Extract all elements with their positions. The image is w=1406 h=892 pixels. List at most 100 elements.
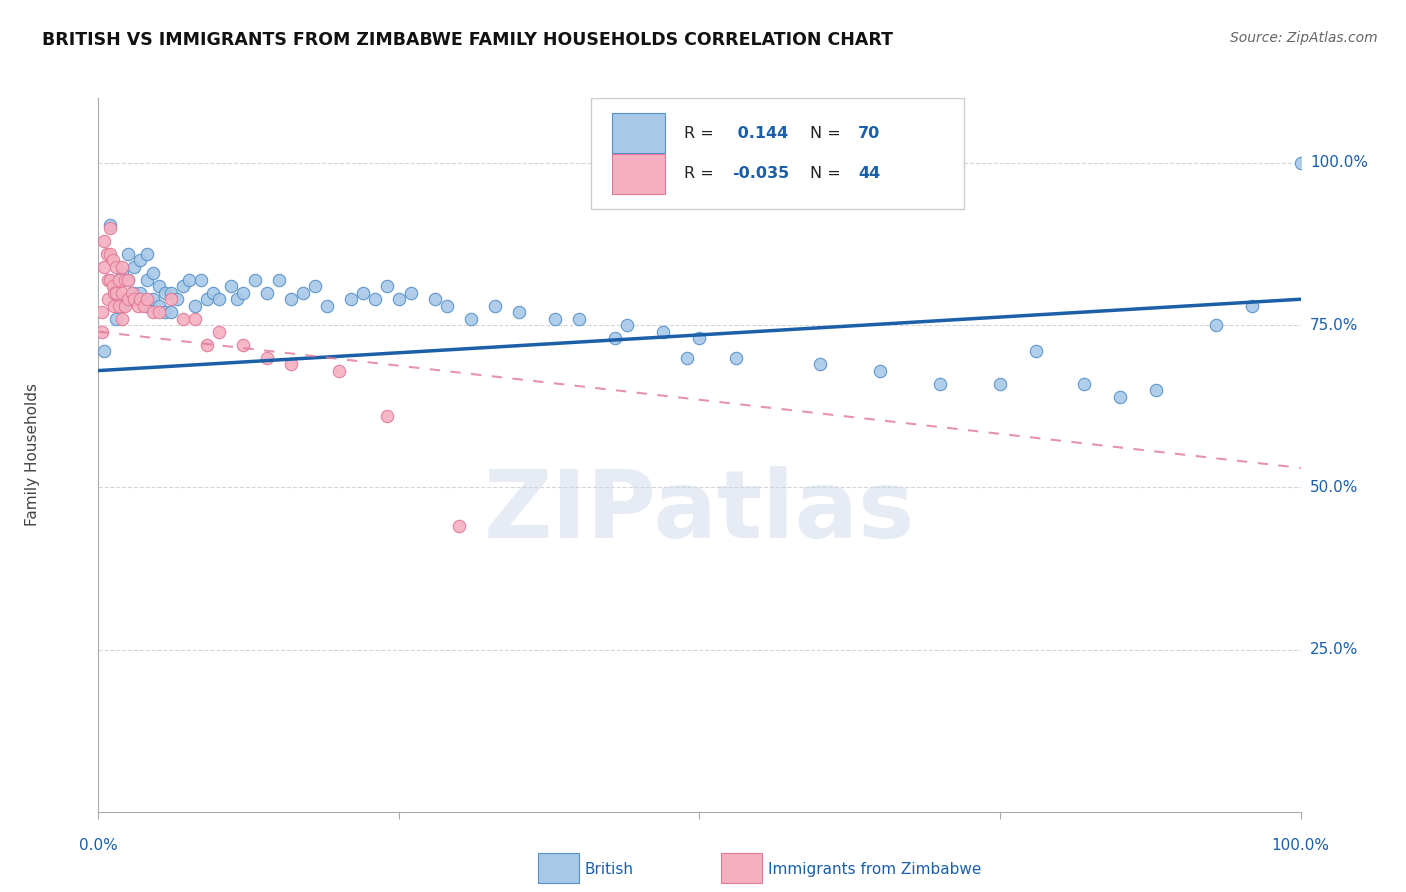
Point xyxy=(135,292,157,306)
Text: BRITISH VS IMMIGRANTS FROM ZIMBABWE FAMILY HOUSEHOLDS CORRELATION CHART: BRITISH VS IMMIGRANTS FROM ZIMBABWE FAMI… xyxy=(42,31,893,49)
Point xyxy=(108,273,131,287)
Point xyxy=(101,253,124,268)
Point xyxy=(1109,390,1132,404)
Point xyxy=(508,305,530,319)
Point xyxy=(340,292,363,306)
Point xyxy=(105,311,128,326)
Point xyxy=(111,285,134,300)
Point xyxy=(460,311,482,326)
Point xyxy=(100,247,122,261)
Text: 100.0%: 100.0% xyxy=(1271,838,1330,853)
Point xyxy=(172,311,194,326)
Point xyxy=(1289,156,1312,170)
Point xyxy=(315,299,337,313)
Point xyxy=(96,247,118,261)
Point xyxy=(375,279,398,293)
Point xyxy=(988,376,1011,391)
Point xyxy=(93,234,115,248)
Point xyxy=(132,299,155,313)
Point xyxy=(135,273,157,287)
Point xyxy=(103,285,125,300)
Point xyxy=(688,331,710,345)
Point xyxy=(100,220,122,235)
FancyBboxPatch shape xyxy=(612,113,665,153)
Point xyxy=(225,292,247,306)
Text: ZIPatlas: ZIPatlas xyxy=(484,466,915,558)
Point xyxy=(141,292,163,306)
Point xyxy=(724,351,747,365)
Point xyxy=(243,273,266,287)
Point xyxy=(103,299,125,313)
Point xyxy=(159,305,181,319)
Point xyxy=(91,325,114,339)
Point xyxy=(105,260,128,274)
Point xyxy=(124,260,146,274)
Text: R =: R = xyxy=(683,166,718,181)
Point xyxy=(183,311,205,326)
Point xyxy=(423,292,446,306)
Point xyxy=(135,247,157,261)
Point xyxy=(1241,299,1264,313)
Point xyxy=(108,299,131,313)
Point xyxy=(135,299,157,313)
Point xyxy=(148,299,170,313)
Point xyxy=(291,285,314,300)
Text: British: British xyxy=(585,863,634,877)
Text: 44: 44 xyxy=(858,166,880,181)
Point xyxy=(111,311,134,326)
Point xyxy=(616,318,638,333)
Point xyxy=(676,351,699,365)
Point xyxy=(436,299,458,313)
Text: N =: N = xyxy=(810,126,846,141)
Point xyxy=(114,273,136,287)
Text: 100.0%: 100.0% xyxy=(1310,155,1368,170)
Text: 0.144: 0.144 xyxy=(733,126,789,141)
Point xyxy=(153,285,176,300)
Point xyxy=(97,273,120,287)
Point xyxy=(177,273,200,287)
Text: 70: 70 xyxy=(858,126,880,141)
FancyBboxPatch shape xyxy=(612,153,665,194)
Point xyxy=(208,325,231,339)
Text: Family Households: Family Households xyxy=(25,384,39,526)
Point xyxy=(352,285,374,300)
Point xyxy=(652,325,675,339)
Point xyxy=(1073,376,1095,391)
Point xyxy=(1144,383,1167,397)
Text: N =: N = xyxy=(810,166,846,181)
Point xyxy=(148,279,170,293)
Point xyxy=(447,519,470,533)
Text: 75.0%: 75.0% xyxy=(1310,318,1358,333)
Point xyxy=(388,292,411,306)
Point xyxy=(129,253,152,268)
Point xyxy=(1205,318,1227,333)
Point xyxy=(869,363,891,377)
Point xyxy=(328,363,350,377)
Point xyxy=(280,357,302,371)
Point xyxy=(111,266,134,280)
Point xyxy=(153,305,176,319)
Text: 50.0%: 50.0% xyxy=(1310,480,1358,495)
Point xyxy=(129,292,152,306)
Point xyxy=(195,292,218,306)
Point xyxy=(256,285,278,300)
Point xyxy=(201,285,224,300)
Point xyxy=(219,279,242,293)
Point xyxy=(1025,344,1047,359)
Point xyxy=(166,292,188,306)
Point xyxy=(117,247,139,261)
Text: Immigrants from Zimbabwe: Immigrants from Zimbabwe xyxy=(768,863,981,877)
Point xyxy=(399,285,422,300)
Text: Source: ZipAtlas.com: Source: ZipAtlas.com xyxy=(1230,31,1378,45)
Point xyxy=(304,279,326,293)
Point xyxy=(91,305,114,319)
Point xyxy=(172,279,194,293)
Point xyxy=(114,299,136,313)
FancyBboxPatch shape xyxy=(592,98,965,209)
Point xyxy=(928,376,950,391)
Point xyxy=(232,337,254,351)
Point xyxy=(148,305,170,319)
Point xyxy=(117,273,139,287)
Point xyxy=(127,299,149,313)
Point xyxy=(232,285,254,300)
